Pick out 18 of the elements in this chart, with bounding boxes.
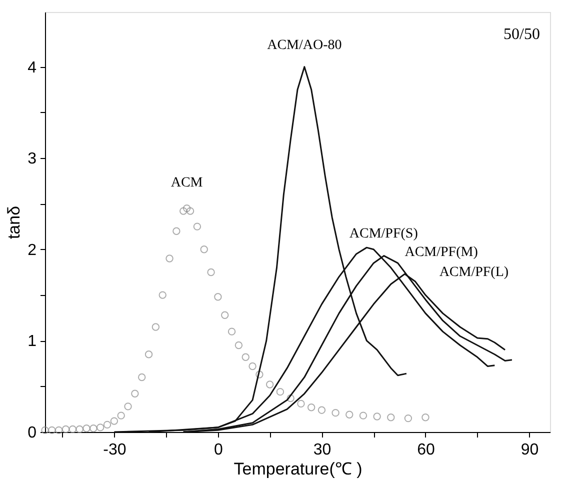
annotation: 50/50 xyxy=(504,26,540,43)
x-tick-label: 30 xyxy=(313,442,332,458)
series-label: ACM/AO-80 xyxy=(267,38,342,53)
series-label: ACM xyxy=(170,175,204,190)
y-axis-title: tanδ xyxy=(4,206,24,240)
x-tick-label: 60 xyxy=(417,442,435,458)
series-label: ACM/PF(L) xyxy=(439,265,509,280)
y-tick-label: 3 xyxy=(28,150,37,168)
series-label: ACM/PF(M) xyxy=(404,244,478,260)
y-tick-label: 1 xyxy=(28,333,37,350)
y-tick-label: 2 xyxy=(28,242,37,259)
x-tick-label: 0 xyxy=(214,442,223,458)
y-tick-label: 0 xyxy=(28,424,37,442)
x-tick-label: -30 xyxy=(103,442,126,458)
y-tick-label: 4 xyxy=(28,59,37,76)
x-axis-title: Temperature(℃ ) xyxy=(234,460,362,478)
x-tick-label: 90 xyxy=(520,442,539,458)
series-label: ACM/PF(S) xyxy=(349,226,418,242)
